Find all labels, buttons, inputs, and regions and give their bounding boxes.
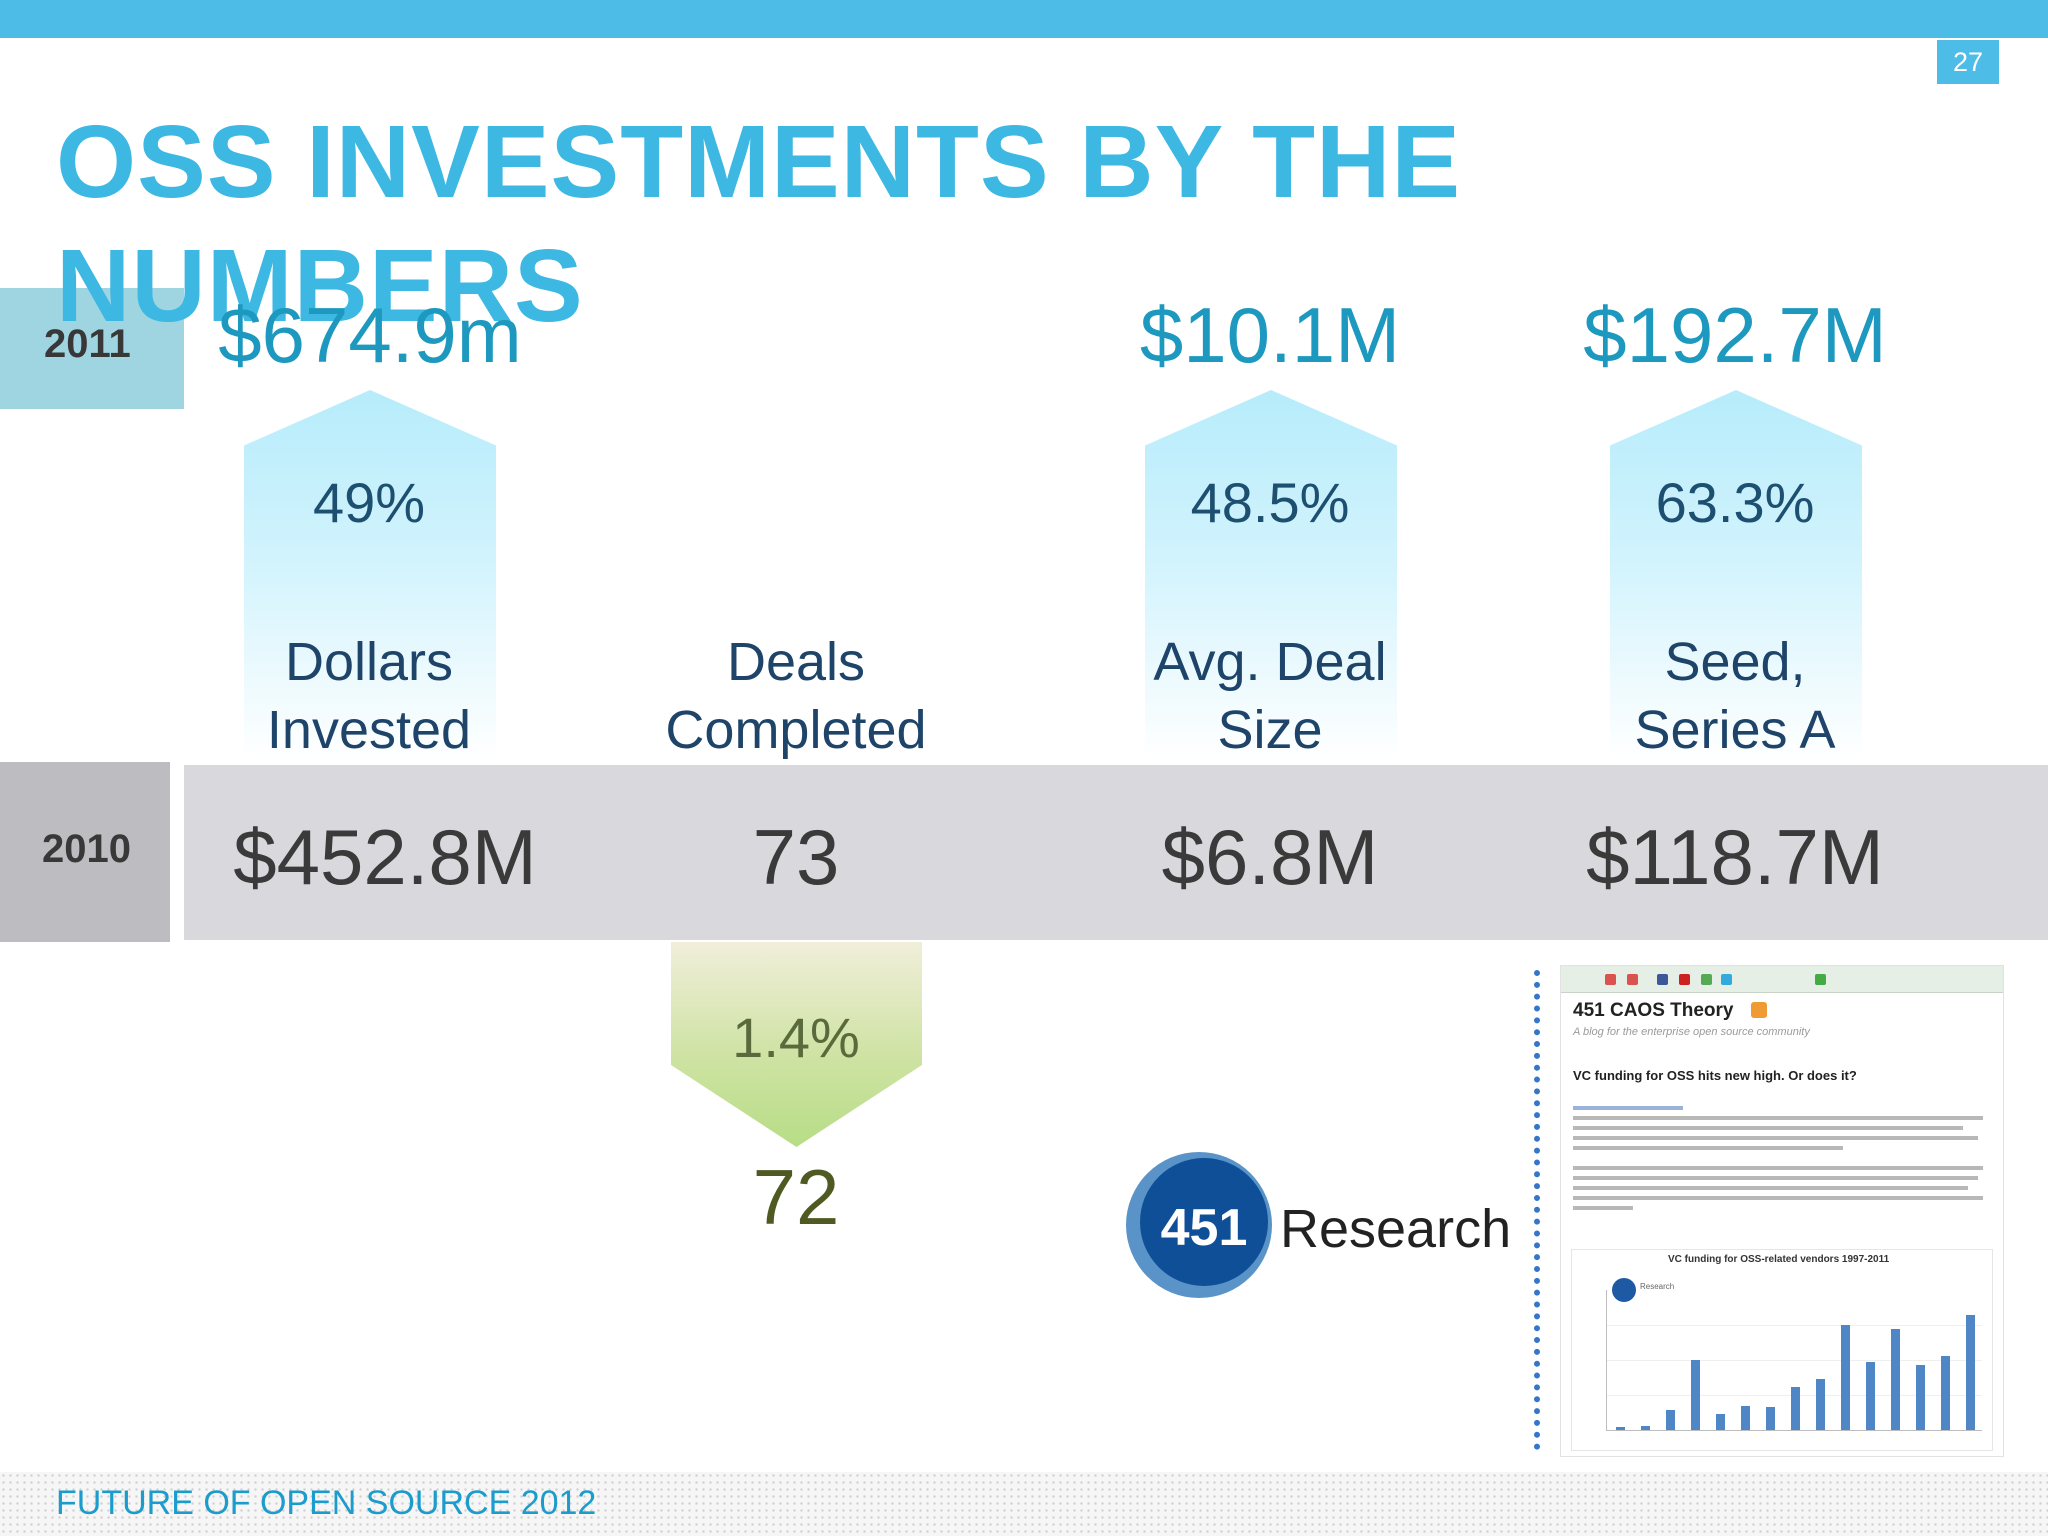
footer-band [0, 1472, 2048, 1536]
chart-bar [1941, 1356, 1950, 1430]
blog-subtitle: A blog for the enterprise open source co… [1573, 1026, 1810, 1038]
value-2011-deals: 72 [752, 1153, 840, 1241]
category-line: Avg. Deal [1153, 632, 1387, 692]
category-line: Seed, [1664, 632, 1806, 692]
value-2010-dollars: $452.8M [233, 813, 537, 901]
category-line: Size [1217, 700, 1323, 760]
chart-gridline [1606, 1325, 1982, 1326]
category-line: Dollars [284, 632, 454, 692]
mini-logo-text: Research [1640, 1282, 1675, 1291]
toolbar-icon [1627, 974, 1638, 985]
category-deals-completed: Deals Completed [596, 628, 996, 764]
blog-chart-title: VC funding for OSS-related vendors 1997-… [1668, 1254, 1890, 1265]
blog-text-line [1573, 1186, 1968, 1190]
chart-bar [1766, 1407, 1775, 1430]
chart-y-axis [1606, 1290, 1607, 1430]
blog-text-line [1573, 1206, 1633, 1210]
blog-post-title: VC funding for OSS hits new high. Or doe… [1573, 1068, 1857, 1083]
category-dollars-invested: Dollars Invested [169, 628, 569, 764]
blog-toolbar [1561, 966, 2003, 993]
up-arrow-dollars [244, 390, 496, 760]
chart-bar [1791, 1387, 1800, 1430]
up-arrow-avg-deal [1145, 390, 1397, 760]
blog-chart: VC funding for OSS-related vendors 1997-… [1571, 1249, 1993, 1451]
year-2010-label: 2010 [42, 827, 131, 871]
chart-bar [1866, 1362, 1875, 1430]
year-2010-separator [170, 762, 184, 942]
chart-x-axis [1606, 1430, 1982, 1431]
blog-text-line [1573, 1146, 1843, 1150]
toolbar-icon [1679, 974, 1690, 985]
blog-title: 451 CAOS Theory [1573, 1000, 1734, 1021]
toolbar-icon [1657, 974, 1668, 985]
blog-text-line [1573, 1136, 1978, 1140]
change-deals: 1.4% [732, 1006, 860, 1069]
change-seed: 63.3% [1655, 471, 1815, 534]
chart-bar [1741, 1406, 1750, 1430]
chart-bar [1641, 1426, 1650, 1430]
toolbar-icon [1701, 974, 1712, 985]
blog-text-line [1573, 1176, 1978, 1180]
year-2011-box [0, 288, 184, 409]
category-seed-series-a: Seed, Series A [1535, 628, 1935, 764]
footer-text: FUTURE OF OPEN SOURCE 2012 [56, 1484, 597, 1522]
page-title: OSS INVESTMENTS BY THE NUMBERS [56, 104, 1462, 343]
value-2011-dollars: $674.9m [218, 291, 522, 379]
chart-bar [1816, 1379, 1825, 1430]
category-line: Series A [1634, 700, 1836, 760]
mini-logo-icon [1612, 1278, 1636, 1302]
chart-gridline [1606, 1360, 1982, 1361]
page-number: 27 [1937, 40, 1999, 84]
logo-number: 451 [1160, 1199, 1248, 1257]
chart-bar [1916, 1365, 1925, 1430]
value-2010-seed: $118.7M [1586, 813, 1884, 901]
blog-meta-line [1573, 1106, 1683, 1110]
change-dollars: 49% [312, 471, 426, 534]
top-accent-bar [0, 0, 2048, 38]
blog-text-line [1573, 1166, 1983, 1170]
value-2011-avg-deal: $10.1M [1139, 291, 1401, 379]
toolbar-icon [1721, 974, 1732, 985]
chart-bar [1716, 1414, 1725, 1430]
chart-bar [1891, 1329, 1900, 1430]
change-avg-deal: 48.5% [1190, 471, 1350, 534]
chart-bar [1691, 1360, 1700, 1430]
dotted-divider [1534, 970, 1540, 1450]
value-2010-deals: 73 [752, 813, 840, 901]
rss-icon [1751, 1002, 1767, 1018]
category-line: Deals [726, 632, 866, 692]
year-2010-box [0, 762, 170, 942]
chart-bar [1841, 1325, 1850, 1430]
blog-text-line [1573, 1116, 1983, 1120]
up-arrow-seed [1610, 390, 1862, 760]
year-2011-label: 2011 [44, 322, 131, 366]
value-2010-avg-deal: $6.8M [1161, 813, 1379, 901]
chart-bar [1616, 1427, 1625, 1430]
category-line: Completed [665, 700, 927, 760]
blog-screenshot: 451 CAOS Theory A blog for the enterpris… [1560, 965, 2004, 1457]
blog-text-line [1573, 1126, 1963, 1130]
toolbar-icon [1815, 974, 1826, 985]
toolbar-icon [1605, 974, 1616, 985]
blog-text-line [1573, 1196, 1983, 1200]
logo-word: Research [1280, 1199, 1512, 1259]
chart-bar [1966, 1315, 1975, 1430]
chart-bar [1666, 1410, 1675, 1430]
category-line: Invested [266, 700, 472, 760]
value-2011-seed: $192.7M [1583, 291, 1887, 379]
category-avg-deal-size: Avg. Deal Size [1070, 628, 1470, 764]
logo-circle-inner [1140, 1158, 1268, 1286]
band-2010 [184, 765, 2048, 940]
